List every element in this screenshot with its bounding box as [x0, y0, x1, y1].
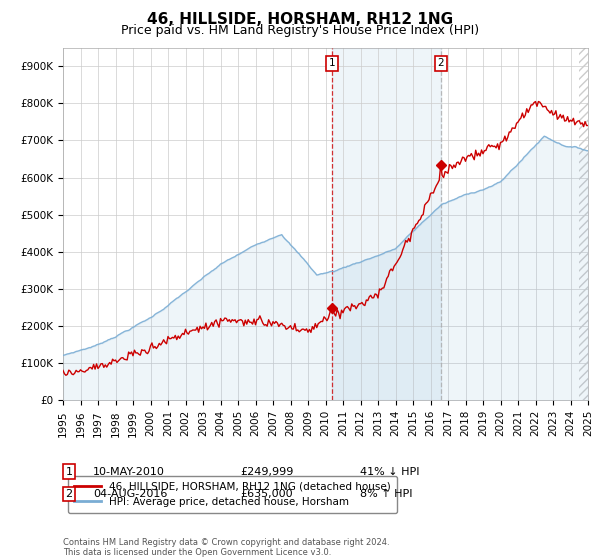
- Text: Price paid vs. HM Land Registry's House Price Index (HPI): Price paid vs. HM Land Registry's House …: [121, 24, 479, 38]
- Text: 10-MAY-2010: 10-MAY-2010: [93, 466, 165, 477]
- Text: 04-AUG-2016: 04-AUG-2016: [93, 489, 167, 499]
- Text: 41% ↓ HPI: 41% ↓ HPI: [360, 466, 419, 477]
- Bar: [332, 48, 441, 400]
- Text: 2: 2: [437, 58, 444, 68]
- Legend: 46, HILLSIDE, HORSHAM, RH12 1NG (detached house), HPI: Average price, detached h: 46, HILLSIDE, HORSHAM, RH12 1NG (detache…: [68, 475, 397, 514]
- Text: £249,999: £249,999: [240, 466, 293, 477]
- Text: 8% ↑ HPI: 8% ↑ HPI: [360, 489, 413, 499]
- Text: 2: 2: [65, 489, 73, 499]
- Text: 1: 1: [328, 58, 335, 68]
- Text: 1: 1: [65, 466, 73, 477]
- Text: 46, HILLSIDE, HORSHAM, RH12 1NG: 46, HILLSIDE, HORSHAM, RH12 1NG: [147, 12, 453, 26]
- Text: Contains HM Land Registry data © Crown copyright and database right 2024.
This d: Contains HM Land Registry data © Crown c…: [63, 538, 389, 557]
- Bar: [579, 48, 588, 400]
- Text: £635,000: £635,000: [240, 489, 293, 499]
